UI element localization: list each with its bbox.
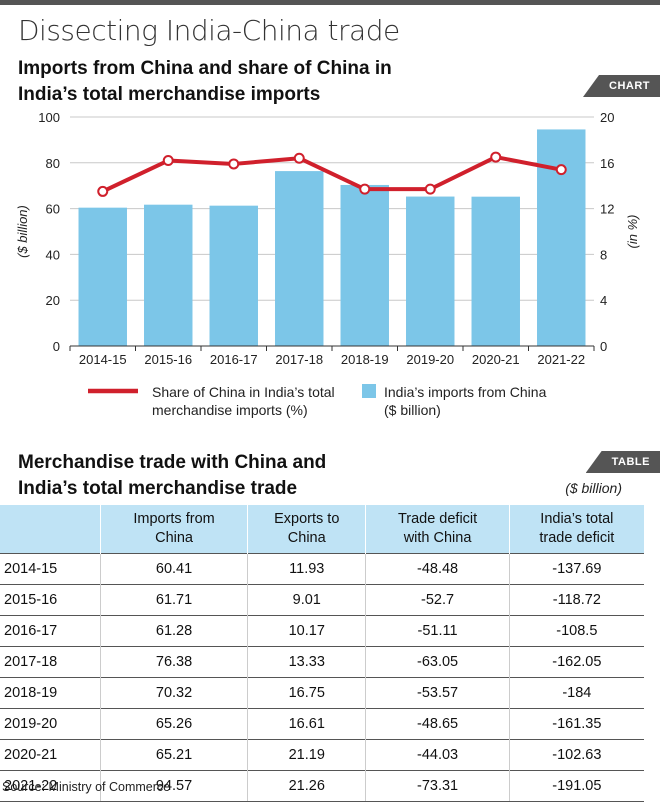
chart-title-line1: Imports from China and share of China in xyxy=(18,58,392,79)
bar xyxy=(471,196,520,346)
table-row: 2017-18 76.38 13.33 -63.05 -162.05 xyxy=(0,646,644,678)
share-point xyxy=(293,152,305,164)
share-point xyxy=(97,185,109,197)
bar xyxy=(209,205,258,346)
x-tick-label: 2014-15 xyxy=(79,352,127,367)
x-tick-label: 2015-16 xyxy=(144,352,192,367)
y2-tick-label: 20 xyxy=(600,110,614,125)
x-tick-label: 2017-18 xyxy=(275,352,323,367)
y-tick-label: 40 xyxy=(46,247,60,262)
table-title: Merchandise trade with China and India’s… xyxy=(18,450,438,502)
bar xyxy=(406,196,455,346)
table-row: 2021-22 94.57 21.26 -73.31 -191.05 xyxy=(0,770,644,802)
table-row: 2020-21 65.21 21.19 -44.03 -102.63 xyxy=(0,739,644,771)
header-cell-deficit-china: Trade deficit with China xyxy=(365,505,510,554)
x-tick-label: 2019-20 xyxy=(406,352,454,367)
x-tick-label: 2021-22 xyxy=(537,352,585,367)
legend-bar-label-2: ($ billion) xyxy=(384,402,441,418)
page-title: Dissecting India-China trade xyxy=(18,14,400,47)
y-tick-label: 20 xyxy=(46,293,60,308)
share-point xyxy=(359,183,371,195)
bar xyxy=(340,184,389,346)
share-point xyxy=(424,183,436,195)
y2-tick-label: 8 xyxy=(600,247,607,262)
table-row: 2015-16 61.71 9.01 -52.7 -118.72 xyxy=(0,584,644,616)
y2-tick-label: 4 xyxy=(600,293,607,308)
chart-tag: CHART xyxy=(583,75,660,97)
table-title-line2: India’s total merchandise trade xyxy=(18,478,298,499)
table-title-line1: Merchandise trade with China and xyxy=(18,452,327,473)
x-tick-label: 2016-17 xyxy=(210,352,258,367)
bar xyxy=(144,204,193,346)
table-header: Imports from China Exports to China Trade … xyxy=(0,505,644,554)
table-row: 2018-19 70.32 16.75 -53.57 -184 xyxy=(0,677,644,709)
share-point xyxy=(490,151,502,163)
share-line xyxy=(101,155,562,194)
chart-title: Imports from China and share of China in… xyxy=(18,56,438,108)
source-note: Source: Ministry of Commerce xyxy=(2,780,171,794)
y-tick-label: 80 xyxy=(46,156,60,171)
table-row: 2019-20 65.26 16.61 -48.65 -161.35 xyxy=(0,708,644,740)
x-tick-label: 2018-19 xyxy=(341,352,389,367)
chart-area: 2014-15 2015-16 2016-17 2017-18 2018-19 2019-… xyxy=(15,110,640,398)
y-tick-label: 100 xyxy=(38,110,60,125)
share-point xyxy=(555,164,567,176)
table-tag: TABLE xyxy=(585,451,660,473)
legend-bar-label: India’s imports from China ($ billion) xyxy=(384,383,546,419)
header-cell-year xyxy=(0,505,101,554)
legend-line-label-1: Share of China in India’s total xyxy=(152,384,335,400)
header-cell-total-deficit: India’s total trade deficit xyxy=(508,505,644,554)
legend-line-label: Share of China in India’s total merchand… xyxy=(152,383,335,419)
header-cell-imports: Imports from China xyxy=(99,505,248,554)
bar xyxy=(537,129,586,346)
y-tick-label: 0 xyxy=(53,339,60,354)
y-tick-label: 60 xyxy=(46,202,60,217)
x-tick-label: 2020-21 xyxy=(472,352,520,367)
share-point xyxy=(162,155,174,167)
table-row: 2014-15 60.41 11.93 -48.48 -137.69 xyxy=(0,553,644,585)
top-rule xyxy=(0,0,660,5)
y2-axis-label: (in %) xyxy=(625,215,640,249)
legend-bar-swatch xyxy=(362,384,376,398)
legend-line-label-2: merchandise imports (%) xyxy=(152,402,308,418)
share-point xyxy=(228,158,240,170)
table-row: 2016-17 61.28 10.17 -51.11 -108.5 xyxy=(0,615,644,647)
table-body: 2014-15 60.41 11.93 -48.48 -137.69 2015-16 61… xyxy=(0,553,644,802)
y-axis-label: ($ billion) xyxy=(15,205,30,258)
y2-tick-label: 0 xyxy=(600,339,607,354)
legend-bar-label-1: India’s imports from China xyxy=(384,384,547,400)
table-unit: ($ billion) xyxy=(565,480,622,496)
y2-tick-label: 16 xyxy=(600,156,614,171)
bar xyxy=(78,207,127,346)
header-cell-exports: Exports to China xyxy=(247,505,366,554)
trade-table: Imports from China Exports to China Trade … xyxy=(0,505,644,802)
y2-tick-label: 12 xyxy=(600,202,614,217)
chart-title-line2: India’s total merchandise imports xyxy=(18,84,321,105)
bar xyxy=(275,171,324,346)
